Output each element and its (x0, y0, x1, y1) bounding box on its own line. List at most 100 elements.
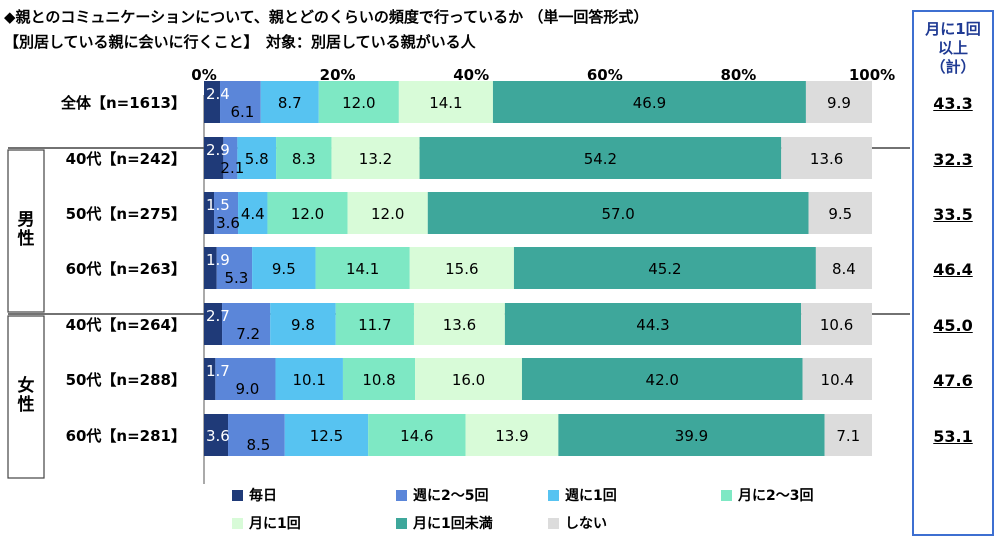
data-label: 12.0 (371, 205, 404, 223)
data-label: 9.8 (291, 316, 315, 334)
data-label: 44.3 (636, 316, 669, 334)
data-label: 6.1 (230, 103, 254, 121)
bar-segment (214, 192, 239, 234)
bar-segment (220, 81, 261, 123)
category-label: 60代【n=263】 (66, 260, 186, 278)
data-label: 9.9 (827, 94, 851, 112)
data-label: 13.2 (359, 150, 392, 168)
data-label: 9.0 (235, 380, 259, 398)
data-label: 12.0 (291, 205, 324, 223)
data-label: 8.3 (292, 150, 316, 168)
summary-header-line: 以上 (937, 39, 968, 57)
legend-item: 月に1回 (232, 513, 301, 533)
data-label: 5.8 (245, 150, 269, 168)
bar-segment (204, 303, 223, 345)
summary-value: 33.5 (933, 205, 973, 224)
bar-segment (781, 137, 872, 179)
bar-segment (413, 303, 505, 345)
group-box (7, 315, 45, 479)
bar-segment (222, 303, 271, 345)
category-label: 60代【n=281】 (66, 427, 186, 445)
x-tick-label: 20% (320, 66, 356, 84)
data-label: 10.4 (821, 371, 854, 389)
bar-segment (465, 414, 559, 456)
data-label: 15.6 (445, 260, 478, 278)
data-label: 2.1 (220, 159, 244, 177)
legend-label: 月に1回未満 (413, 516, 493, 532)
bar-segment (223, 137, 238, 179)
x-tick-label: 100% (849, 66, 895, 84)
data-label: 1.5 (206, 196, 230, 214)
bar-segment (427, 192, 809, 234)
data-label: 1.7 (206, 362, 230, 380)
summary-value: 46.4 (933, 260, 973, 279)
group-box (7, 149, 45, 313)
data-label: 12.0 (342, 94, 375, 112)
data-label: 54.2 (584, 150, 617, 168)
bar-segment (204, 247, 217, 289)
chart-title: ◆親とのコミュニケーションについて、親とどのくらいの頻度で行っているか （単一回… (4, 8, 649, 26)
bar-segment (204, 81, 221, 123)
legend-label: 月に1回 (249, 516, 301, 532)
legend-swatch (232, 489, 243, 501)
data-label: 14.1 (346, 260, 379, 278)
bar-segment (342, 358, 416, 400)
bar-segment (215, 358, 276, 400)
bar-segment (204, 358, 216, 400)
bar-segment (267, 192, 348, 234)
bar-segment (805, 81, 872, 123)
data-label: 10.8 (362, 371, 395, 389)
bar-segment (808, 192, 872, 234)
data-label: 14.1 (429, 94, 462, 112)
data-label: 14.6 (400, 427, 433, 445)
bar-segment (415, 358, 522, 400)
legend-swatch (548, 489, 559, 501)
bar-segment (275, 358, 343, 400)
legend-item: 週に2〜5回 (396, 485, 488, 505)
data-label: 1.9 (206, 251, 230, 269)
data-label: 13.9 (495, 427, 528, 445)
summary-value: 45.0 (933, 316, 973, 335)
data-label: 2.9 (206, 141, 230, 159)
data-label: 11.7 (358, 316, 391, 334)
bar-segment (270, 303, 336, 345)
bar-segment (824, 414, 872, 456)
bar-segment (331, 137, 420, 179)
group-label-char: 性 (18, 228, 35, 249)
data-label: 10.1 (293, 371, 326, 389)
bar-segment (237, 137, 277, 179)
data-label: 57.0 (601, 205, 634, 223)
legend-swatch (721, 489, 732, 501)
data-label: 42.0 (646, 371, 679, 389)
legend-item: しない (548, 513, 607, 533)
data-label: 8.7 (278, 94, 302, 112)
data-label: 7.2 (236, 325, 260, 343)
bar-segment (252, 247, 316, 289)
bar-segment (260, 81, 319, 123)
summary-header: 月に1回 以上 （計） (914, 20, 992, 77)
data-label: 2.4 (206, 85, 230, 103)
category-label: 全体【n=1613】 (60, 94, 186, 112)
legend-swatch (548, 517, 559, 529)
bar-segment (398, 81, 493, 123)
bar-segment (204, 137, 224, 179)
data-label: 2.7 (206, 307, 230, 325)
data-label: 5.3 (224, 269, 248, 287)
data-label: 8.5 (246, 436, 270, 454)
summary-value: 32.3 (933, 150, 973, 169)
chart-subtitle: 【別居している親に会いに行くこと】 対象：別居している親がいる人 (4, 33, 476, 51)
category-label: 50代【n=275】 (66, 205, 186, 223)
data-label: 13.6 (810, 150, 843, 168)
group-label-char: 女 (18, 375, 35, 396)
summary-value: 47.6 (933, 371, 973, 390)
data-label: 3.6 (206, 427, 230, 445)
bar-segment (504, 303, 802, 345)
bar-segment (238, 192, 268, 234)
summary-value: 53.1 (933, 427, 973, 446)
data-label: 16.0 (452, 371, 485, 389)
legend-item: 月に1回未満 (396, 513, 493, 533)
category-label: 40代【n=264】 (66, 316, 186, 334)
legend-swatch (396, 489, 407, 501)
data-label: 9.5 (828, 205, 852, 223)
